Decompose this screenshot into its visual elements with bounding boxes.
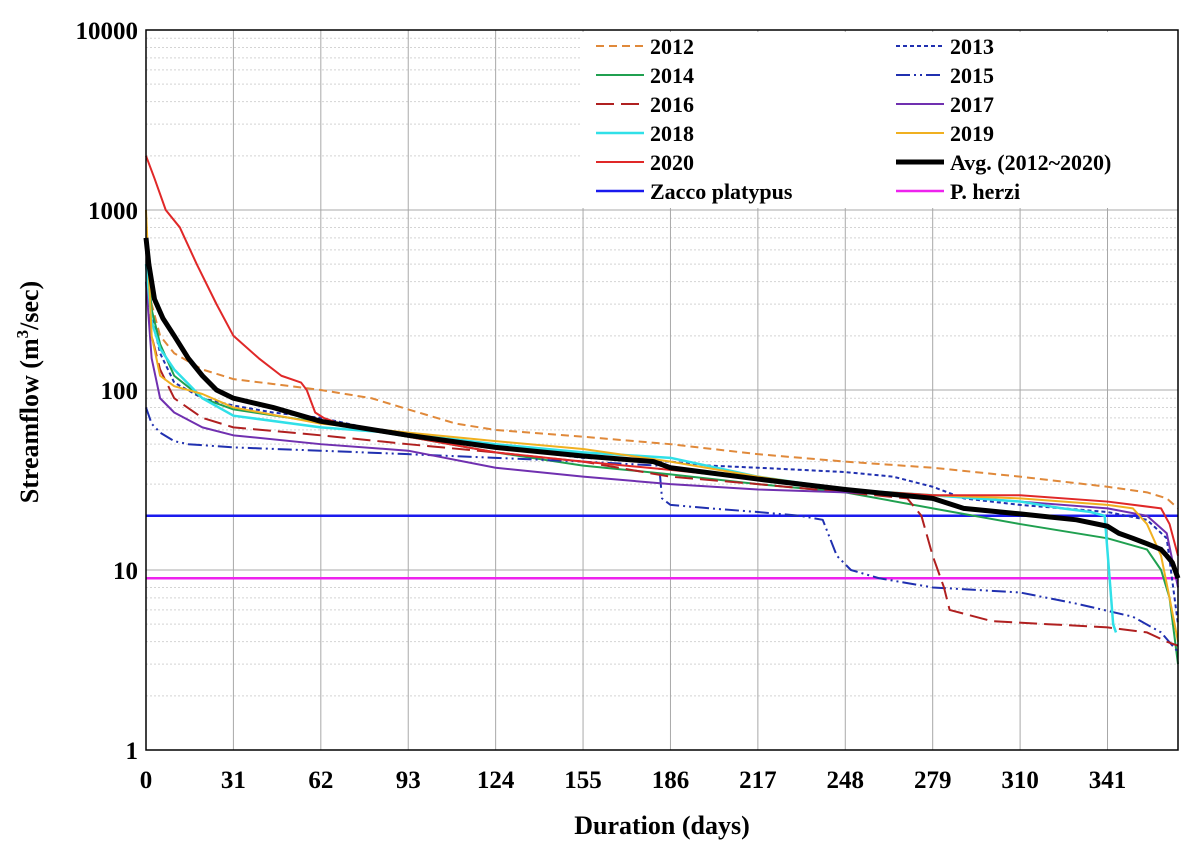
- plot-frame: [145, 29, 1179, 751]
- x-tick-label: 341: [1089, 767, 1127, 794]
- legend-label: 2012: [650, 34, 694, 59]
- legend-label: 2015: [950, 63, 994, 88]
- y-tick-label: 10: [113, 558, 138, 585]
- y-tick-label: 1: [126, 738, 139, 765]
- y-axis-label-main: Streamflow (m: [15, 338, 44, 503]
- legend-box: [582, 32, 1176, 208]
- x-tick-label: 186: [652, 767, 690, 794]
- y-axis-label-superscript: 3: [13, 330, 32, 339]
- series-line-avg-2012-2020: [143, 237, 1181, 580]
- series-line-2014: [145, 243, 1179, 665]
- tick-labels: 0 31 62 93 124 155 186 217 248 279 310 341 1 10 100 100…: [76, 18, 1127, 794]
- legend-label: 2018: [650, 121, 694, 146]
- series-line-2012: [145, 237, 1179, 510]
- y-tick-label: 10000: [76, 18, 139, 45]
- y-axis-label: Streamflow (m3/sec): [13, 281, 44, 503]
- legend-label: Avg. (2012~2020): [950, 150, 1111, 175]
- legend: 2012 2013 2014 2015 2016 2017 2018 2019 2020 Avg.…: [582, 32, 1176, 208]
- x-tick-label: 124: [477, 767, 515, 794]
- legend-label: P. herzi: [950, 179, 1020, 204]
- y-tick-label: 100: [101, 378, 139, 405]
- legend-label: 2016: [650, 92, 694, 117]
- x-tick-label: 155: [564, 767, 602, 794]
- series-line-2018: [144, 264, 1118, 633]
- x-axis-label: Duration (days): [574, 811, 750, 840]
- x-tick-label: 0: [140, 767, 153, 794]
- series-layer: [143, 155, 1181, 665]
- x-tick-label: 217: [739, 767, 777, 794]
- legend-label: 2019: [950, 121, 994, 146]
- series-line-2016: [145, 264, 1179, 647]
- legend-label: Zacco platypus: [650, 179, 793, 204]
- plot-border: [145, 29, 1179, 751]
- series-line-2013: [145, 249, 1179, 625]
- x-tick-label: 31: [221, 767, 246, 794]
- legend-label: 2013: [950, 34, 994, 59]
- y-tick-label: 1000: [88, 198, 138, 225]
- y-axis-label-tail: /sec): [15, 281, 44, 331]
- series-line-2015: [145, 407, 1179, 653]
- legend-label: 2020: [650, 150, 694, 175]
- series-line-2020: [145, 155, 1179, 557]
- x-tick-label: 248: [827, 767, 865, 794]
- legend-label: 2017: [950, 92, 994, 117]
- x-tick-label: 62: [308, 767, 333, 794]
- x-tick-label: 93: [396, 767, 421, 794]
- x-tick-label: 310: [1001, 767, 1039, 794]
- x-tick-label: 279: [914, 767, 952, 794]
- legend-label: 2014: [650, 63, 694, 88]
- series-line-2017: [145, 281, 1179, 588]
- series-line-2019: [145, 209, 1179, 642]
